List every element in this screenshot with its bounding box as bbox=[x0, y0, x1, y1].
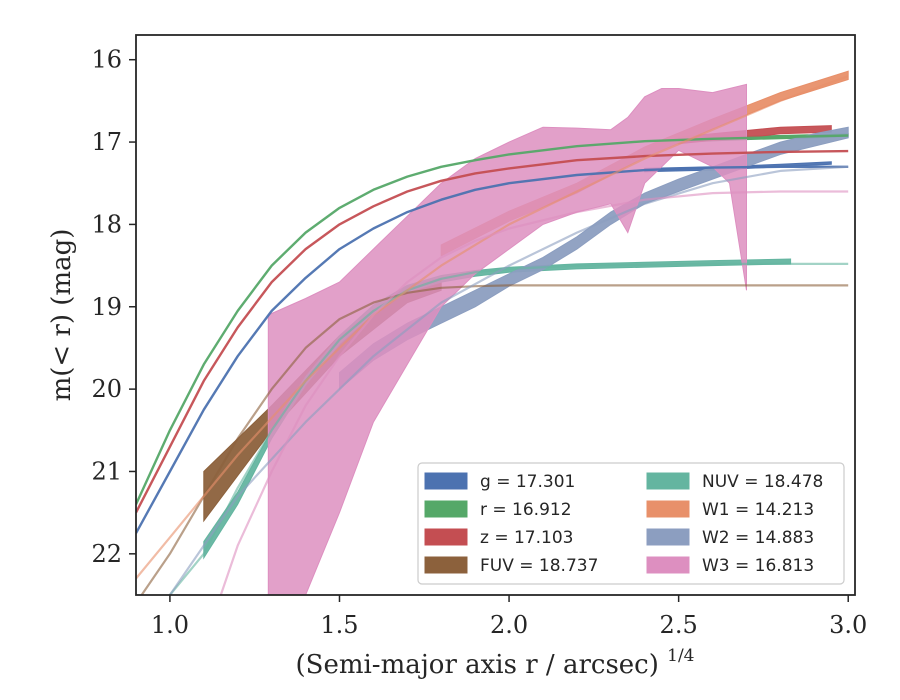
y-tick-label: 20 bbox=[91, 375, 122, 403]
x-tick-label: 3.0 bbox=[829, 611, 867, 639]
model-curves bbox=[136, 75, 849, 595]
x-axis-title-exponent: 1/4 bbox=[667, 646, 694, 666]
legend-swatch-w2 bbox=[646, 528, 690, 546]
legend-swatch-fuv bbox=[424, 556, 468, 574]
legend-label-nuv: NUV = 18.478 bbox=[702, 472, 823, 492]
model-curve-z bbox=[136, 149, 849, 514]
legend-label-w2: W2 = 14.883 bbox=[702, 528, 814, 548]
x-tick-label: 2.5 bbox=[660, 611, 698, 639]
x-tick-label: 1.0 bbox=[151, 611, 189, 639]
legend-label-z: z = 17.103 bbox=[480, 528, 573, 548]
legend-swatch-w1 bbox=[646, 500, 690, 518]
model-curve-w2 bbox=[168, 165, 849, 595]
x-tick-label: 2.0 bbox=[490, 611, 528, 639]
model-curve-r bbox=[136, 134, 849, 505]
x-axis-title: (Semi-major axis r / arcsec) 1/4 bbox=[295, 646, 694, 680]
x-axis-title-text: (Semi-major axis r / arcsec) bbox=[295, 650, 658, 680]
y-axis-title: m(< r) (mag) bbox=[47, 229, 77, 402]
model-curve-g bbox=[136, 165, 849, 534]
legend-swatch-g bbox=[424, 472, 468, 490]
legend-swatch-r bbox=[424, 500, 468, 518]
model-curve-fuv bbox=[140, 284, 849, 595]
legend-label-fuv: FUV = 18.737 bbox=[480, 556, 598, 576]
model-curve-w3 bbox=[219, 190, 849, 595]
model-curve-w1 bbox=[136, 75, 849, 580]
legend-swatch-w3 bbox=[646, 556, 690, 574]
y-tick-label: 16 bbox=[91, 46, 122, 74]
legend: g = 17.301 r = 16.912 z = 17.103 FUV = 18.7… bbox=[417, 462, 845, 585]
legend-label-g: g = 17.301 bbox=[480, 472, 575, 492]
legend-swatch-z bbox=[424, 528, 468, 546]
x-tick-label: 1.5 bbox=[320, 611, 358, 639]
legend-swatch-nuv bbox=[646, 472, 690, 490]
y-tick-label: 19 bbox=[91, 293, 122, 321]
y-tick-label: 18 bbox=[91, 210, 122, 238]
legend-label-w1: W1 = 14.213 bbox=[702, 500, 814, 520]
legend-label-r: r = 16.912 bbox=[480, 500, 572, 520]
plot-frame bbox=[135, 34, 856, 596]
y-tick-label: 22 bbox=[91, 540, 122, 568]
y-tick-label: 21 bbox=[91, 457, 122, 485]
y-tick-label: 17 bbox=[91, 128, 122, 156]
legend-label-w3: W3 = 16.813 bbox=[702, 556, 814, 576]
legend-box bbox=[417, 462, 845, 585]
x-axis-ticks: 1.0 1.5 2.0 2.5 3.0 bbox=[151, 595, 867, 639]
model-curve-nuv bbox=[169, 262, 849, 595]
y-axis-ticks: 16 17 18 19 20 21 22 bbox=[91, 46, 136, 568]
